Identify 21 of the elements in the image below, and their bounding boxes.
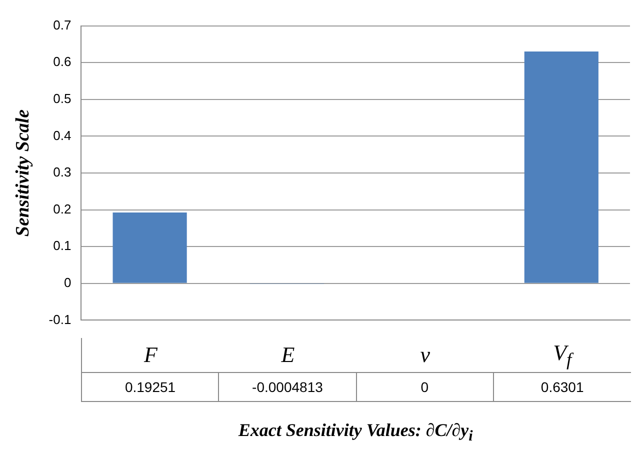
y-tick-label: 0.5 xyxy=(53,90,72,106)
data-label: -0.0004813 xyxy=(219,373,357,401)
data-label: 0 xyxy=(356,373,494,401)
x-tick-label: F xyxy=(143,342,158,368)
x-tick-label: ν xyxy=(419,342,432,368)
y-tick-label: 0.6 xyxy=(53,54,72,70)
y-tick-label: 0.2 xyxy=(53,201,72,216)
y-tick-label: 0.7 xyxy=(53,17,72,32)
y-tick-label: 0.1 xyxy=(53,238,72,254)
y-tick-label: 0 xyxy=(64,274,72,290)
x-tick-label: E xyxy=(280,342,296,368)
x-tick-label: V$_{f}$ xyxy=(552,340,575,370)
x-axis-title: Exact Sensitivity Values: ∂C/∂y$_{i}$ xyxy=(237,420,474,446)
bar xyxy=(112,212,187,283)
data-label: 0.19251 xyxy=(82,373,220,401)
y-tick-label: 0.4 xyxy=(53,128,72,143)
y-tick-label: -0.1 xyxy=(48,312,72,327)
data-label: 0.6301 xyxy=(540,378,585,397)
y-axis-title: Sensitivity Scale xyxy=(12,108,34,237)
y-tick-label: 0.3 xyxy=(53,164,72,180)
bar xyxy=(524,52,598,283)
